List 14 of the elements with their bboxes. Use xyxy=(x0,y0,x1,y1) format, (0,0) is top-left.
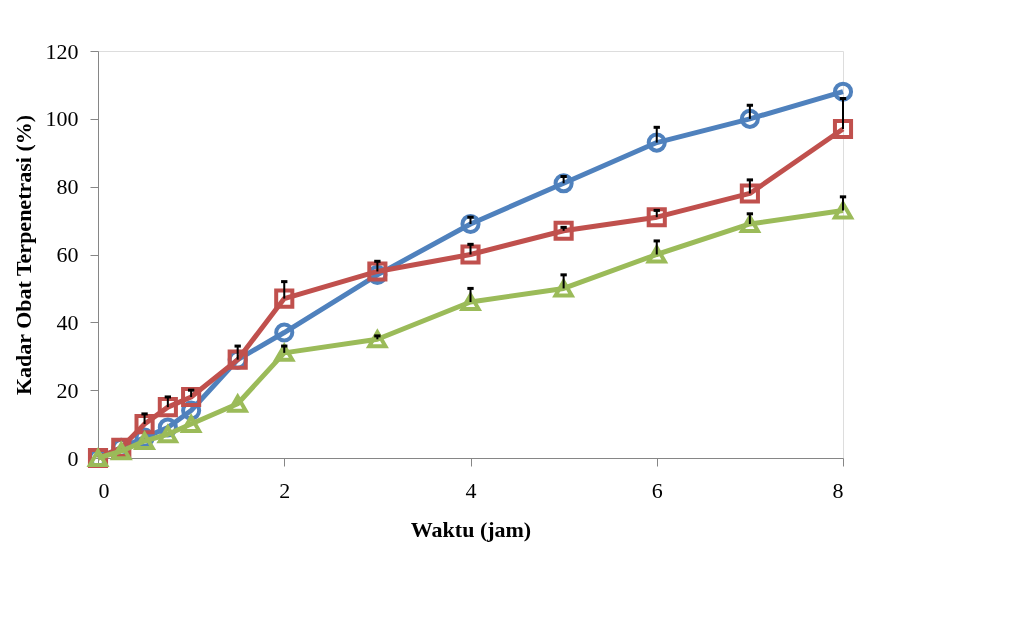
y-tick-label: 100 xyxy=(45,106,79,132)
x-tick-label: 4 xyxy=(465,477,477,503)
y-tick-label: 0 xyxy=(67,445,79,471)
y-tick-label: 20 xyxy=(56,377,79,403)
x-tick-label: 6 xyxy=(651,477,663,503)
x-tick-label: 2 xyxy=(279,477,291,503)
x-axis-title: Waktu (jam) xyxy=(410,516,532,542)
y-axis-title: Kadar Obat Terpenetrasi (%) xyxy=(10,114,36,396)
y-tick-label: 60 xyxy=(56,242,79,267)
y-tick-label: 80 xyxy=(56,174,79,200)
x-tick-label: 0 xyxy=(98,477,110,503)
x-tick-label: 8 xyxy=(832,477,844,503)
y-tick-label: 120 xyxy=(45,38,79,64)
y-tick-label: 40 xyxy=(56,309,79,335)
